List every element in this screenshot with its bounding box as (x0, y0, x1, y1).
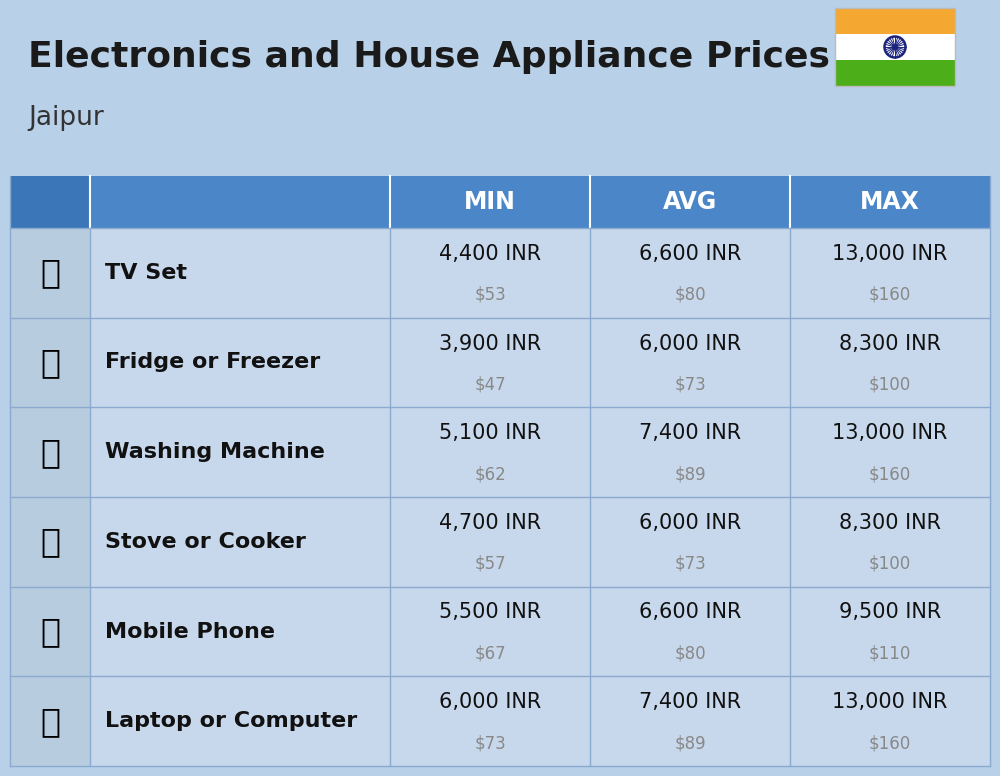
Bar (10, 176, 90, 228)
Bar (10, 497, 90, 587)
Bar (10, 176, 990, 228)
Text: Mobile Phone: Mobile Phone (105, 622, 275, 642)
Text: 🍳: 🍳 (40, 525, 60, 559)
Text: 4,400 INR: 4,400 INR (439, 244, 541, 264)
Text: 3,900 INR: 3,900 INR (439, 334, 541, 354)
Text: $47: $47 (474, 376, 506, 393)
Text: 8,300 INR: 8,300 INR (839, 513, 941, 533)
Text: 6,600 INR: 6,600 INR (639, 602, 741, 622)
Text: $89: $89 (674, 465, 706, 483)
Text: 6,600 INR: 6,600 INR (639, 244, 741, 264)
Text: AVG: AVG (663, 190, 717, 214)
Text: $73: $73 (674, 555, 706, 573)
Text: $110: $110 (869, 645, 911, 663)
Text: $100: $100 (869, 376, 911, 393)
Text: 6,000 INR: 6,000 INR (639, 334, 741, 354)
Bar (10, 497, 990, 587)
Text: TV Set: TV Set (105, 263, 187, 282)
Bar (10, 677, 990, 766)
Text: 🌊: 🌊 (40, 435, 60, 469)
Text: 📺: 📺 (40, 256, 60, 289)
Text: $57: $57 (474, 555, 506, 573)
Bar (10, 587, 90, 677)
Text: 13,000 INR: 13,000 INR (832, 244, 948, 264)
Text: Fridge or Freezer: Fridge or Freezer (105, 352, 320, 372)
Bar (835, 8, 955, 86)
Circle shape (893, 45, 897, 49)
Text: 7,400 INR: 7,400 INR (639, 692, 741, 712)
Text: Laptop or Computer: Laptop or Computer (105, 711, 357, 731)
Text: 6,000 INR: 6,000 INR (639, 513, 741, 533)
Text: $80: $80 (674, 286, 706, 304)
Text: 7,400 INR: 7,400 INR (639, 423, 741, 443)
Text: 5,100 INR: 5,100 INR (439, 423, 541, 443)
Text: MAX: MAX (860, 190, 920, 214)
Bar (835, 34, 955, 60)
Text: 5,500 INR: 5,500 INR (439, 602, 541, 622)
Bar (10, 228, 90, 317)
Text: 13,000 INR: 13,000 INR (832, 692, 948, 712)
Text: $53: $53 (474, 286, 506, 304)
Text: $160: $160 (869, 286, 911, 304)
Text: Washing Machine: Washing Machine (105, 442, 325, 462)
Text: $67: $67 (474, 645, 506, 663)
Text: $160: $160 (869, 465, 911, 483)
Text: 6,000 INR: 6,000 INR (439, 692, 541, 712)
Bar (835, 8, 955, 34)
Text: $89: $89 (674, 734, 706, 752)
Text: $100: $100 (869, 555, 911, 573)
Bar (10, 407, 990, 497)
Bar (10, 317, 990, 407)
Bar (10, 407, 90, 497)
Text: $73: $73 (674, 376, 706, 393)
Text: $62: $62 (474, 465, 506, 483)
Bar (835, 60, 955, 86)
Text: $160: $160 (869, 734, 911, 752)
Text: 8,300 INR: 8,300 INR (839, 334, 941, 354)
Text: 13,000 INR: 13,000 INR (832, 423, 948, 443)
Text: Stove or Cooker: Stove or Cooker (105, 532, 306, 552)
Text: 📱: 📱 (40, 615, 60, 648)
Text: MIN: MIN (464, 190, 516, 214)
Bar (10, 587, 990, 677)
Bar (10, 677, 90, 766)
Text: 9,500 INR: 9,500 INR (839, 602, 941, 622)
Text: 🧊: 🧊 (40, 346, 60, 379)
Text: $73: $73 (474, 734, 506, 752)
Text: Jaipur: Jaipur (28, 105, 104, 131)
Text: 4,700 INR: 4,700 INR (439, 513, 541, 533)
Text: 💻: 💻 (40, 705, 60, 738)
Text: $80: $80 (674, 645, 706, 663)
Bar (10, 228, 990, 317)
Text: Electronics and House Appliance Prices: Electronics and House Appliance Prices (28, 40, 830, 74)
Bar (10, 317, 90, 407)
